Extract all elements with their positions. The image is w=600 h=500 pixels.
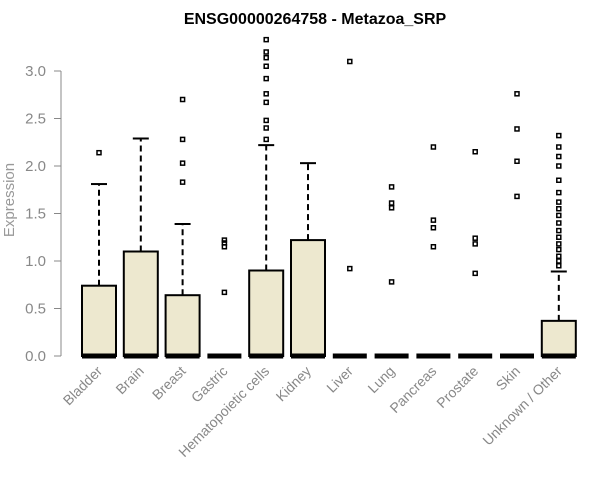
outlier-point — [388, 279, 395, 285]
y-tick-label: 1.5 — [25, 206, 46, 223]
x-tick-label: Unknown / Other — [479, 363, 565, 449]
outlier-point — [388, 205, 395, 211]
outlier-point — [514, 193, 520, 200]
plot-area — [81, 36, 577, 359]
y-tick-label: 2.0 — [25, 158, 46, 175]
outlier-point — [263, 49, 269, 55]
outlier-point — [556, 177, 562, 183]
outlier-point — [514, 91, 520, 97]
box-group — [290, 162, 326, 359]
outlier-point — [96, 149, 102, 156]
outlier-point — [556, 199, 562, 205]
outlier-point — [556, 234, 562, 240]
outlier-point — [179, 160, 186, 166]
box-group — [458, 149, 493, 359]
box-group — [500, 91, 534, 359]
x-tick-label: Brain — [112, 363, 146, 397]
outlier-point — [556, 246, 562, 253]
y-tick-label: 0.5 — [25, 301, 46, 318]
outlier-point — [179, 179, 186, 185]
outlier-point — [472, 235, 478, 241]
outlier-point — [556, 258, 562, 264]
outlier-point — [556, 212, 562, 219]
box-group — [332, 58, 367, 359]
outlier-point — [556, 241, 562, 247]
outlier-point — [472, 241, 478, 247]
outlier-point — [556, 206, 562, 212]
y-tick-label: 2.5 — [25, 111, 46, 128]
outlier-point — [263, 91, 269, 97]
y-axis-label: Expression — [1, 163, 18, 237]
outlier-point — [347, 265, 353, 272]
outlier-point — [388, 184, 395, 190]
box-group — [374, 184, 409, 359]
chart-title: ENSG00000264758 - Metazoa_SRP — [184, 11, 447, 28]
box-group — [416, 144, 451, 359]
outlier-point — [263, 117, 269, 124]
outlier-point — [263, 36, 269, 43]
outlier-point — [430, 217, 437, 223]
box-iqr — [540, 319, 577, 358]
outlier-point — [263, 125, 269, 131]
outlier-point — [556, 144, 562, 150]
box-iqr — [122, 250, 159, 357]
outlier-point — [347, 58, 353, 65]
outlier-point — [472, 149, 478, 155]
outlier-point — [263, 54, 269, 61]
outlier-point — [514, 158, 520, 164]
outlier-point — [430, 144, 437, 150]
outlier-point — [263, 63, 269, 69]
y-tick-label: 0.0 — [25, 348, 46, 365]
box-group — [540, 132, 577, 359]
y-tick-label: 1.0 — [25, 253, 46, 270]
x-tick-label: Skin — [493, 363, 524, 394]
outlier-point — [221, 240, 228, 246]
outlier-point — [430, 244, 437, 250]
box-iqr — [164, 294, 201, 358]
outlier-point — [472, 270, 478, 277]
x-tick-label: Prostate — [433, 363, 481, 411]
x-tick-label: Lung — [364, 363, 397, 396]
outlier-point — [556, 189, 562, 196]
box-group — [248, 36, 285, 359]
outlier-point — [556, 227, 562, 234]
outlier-point — [263, 136, 269, 143]
outlier-point — [388, 200, 395, 206]
outlier-point — [514, 126, 520, 132]
box-iqr — [248, 269, 285, 357]
box-iqr — [290, 239, 326, 358]
box-group — [207, 237, 242, 359]
x-tick-label: Kidney — [273, 363, 315, 405]
box-group — [81, 149, 117, 359]
outlier-point — [263, 75, 269, 82]
outlier-point — [221, 289, 228, 296]
outlier-point — [556, 132, 562, 139]
y-axis: 0.0 0.5 1.0 1.5 2.0 2.5 3.0 — [25, 63, 62, 365]
outlier-point — [556, 253, 562, 259]
box-group — [164, 96, 201, 359]
box-iqr — [81, 284, 117, 358]
outlier-point — [263, 99, 269, 106]
outlier-point — [556, 153, 562, 160]
outlier-point — [556, 163, 562, 169]
box-group — [122, 137, 159, 359]
y-tick-label: 3.0 — [25, 63, 46, 80]
outlier-point — [221, 237, 228, 243]
outlier-point — [556, 220, 562, 226]
outlier-point — [556, 263, 562, 269]
outlier-point — [179, 96, 186, 103]
x-tick-label: Liver — [323, 363, 356, 396]
outlier-point — [430, 225, 437, 231]
outlier-point — [179, 136, 186, 143]
x-tick-label: Bladder — [60, 363, 106, 409]
x-tick-label: Breast — [149, 363, 189, 403]
